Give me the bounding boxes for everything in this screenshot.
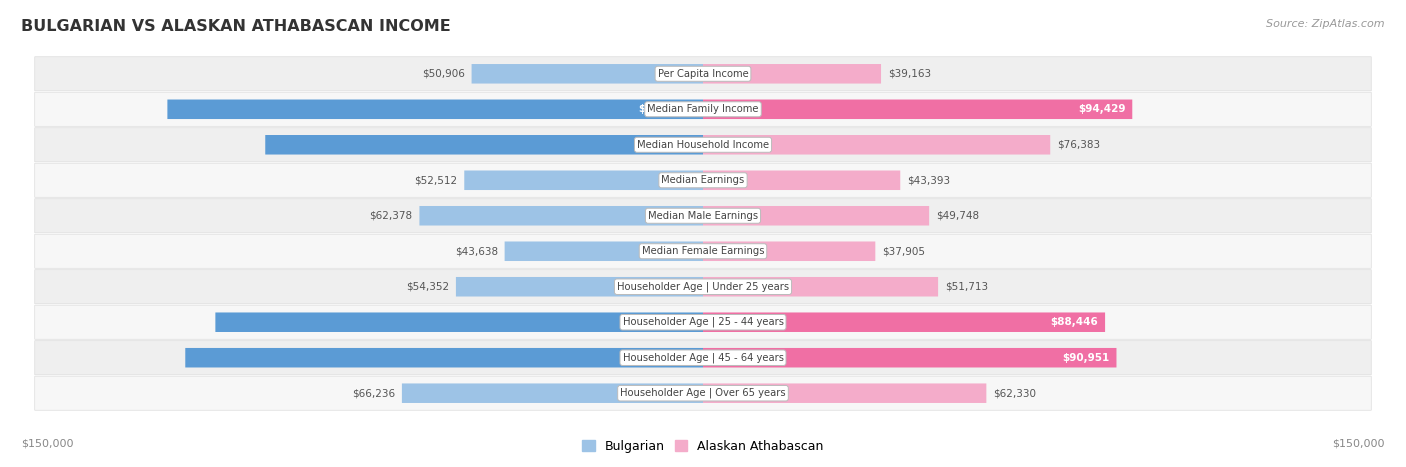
Text: $66,236: $66,236 — [352, 388, 395, 398]
FancyBboxPatch shape — [471, 64, 703, 84]
Text: $52,512: $52,512 — [415, 175, 457, 185]
Text: $50,906: $50,906 — [422, 69, 465, 79]
Text: Per Capita Income: Per Capita Income — [658, 69, 748, 79]
FancyBboxPatch shape — [35, 270, 1371, 304]
FancyBboxPatch shape — [186, 348, 703, 368]
FancyBboxPatch shape — [35, 341, 1371, 375]
FancyBboxPatch shape — [35, 163, 1371, 197]
Text: $90,951: $90,951 — [1063, 353, 1109, 363]
FancyBboxPatch shape — [703, 348, 1116, 368]
Text: Median Male Earnings: Median Male Earnings — [648, 211, 758, 221]
FancyBboxPatch shape — [35, 234, 1371, 268]
FancyBboxPatch shape — [167, 99, 703, 119]
Text: $54,352: $54,352 — [406, 282, 449, 292]
Text: $37,905: $37,905 — [882, 246, 925, 256]
FancyBboxPatch shape — [703, 99, 1132, 119]
FancyBboxPatch shape — [35, 305, 1371, 339]
FancyBboxPatch shape — [703, 64, 882, 84]
Text: $107,264: $107,264 — [644, 317, 699, 327]
Text: $62,378: $62,378 — [370, 211, 412, 221]
FancyBboxPatch shape — [35, 57, 1371, 91]
FancyBboxPatch shape — [703, 312, 1105, 332]
FancyBboxPatch shape — [35, 128, 1371, 162]
Text: $76,383: $76,383 — [1057, 140, 1099, 150]
Text: $117,818: $117,818 — [638, 104, 693, 114]
Text: $43,638: $43,638 — [454, 246, 498, 256]
FancyBboxPatch shape — [456, 277, 703, 297]
Text: $62,330: $62,330 — [993, 388, 1036, 398]
Text: $39,163: $39,163 — [887, 69, 931, 79]
Text: $49,748: $49,748 — [936, 211, 979, 221]
FancyBboxPatch shape — [35, 199, 1371, 233]
Text: $150,000: $150,000 — [21, 439, 73, 448]
FancyBboxPatch shape — [402, 383, 703, 403]
FancyBboxPatch shape — [703, 206, 929, 226]
FancyBboxPatch shape — [419, 206, 703, 226]
FancyBboxPatch shape — [266, 135, 703, 155]
Text: $96,290: $96,290 — [651, 140, 697, 150]
Text: Householder Age | 45 - 64 years: Householder Age | 45 - 64 years — [623, 353, 783, 363]
Text: Median Earnings: Median Earnings — [661, 175, 745, 185]
Text: Source: ZipAtlas.com: Source: ZipAtlas.com — [1267, 19, 1385, 28]
Text: Householder Age | 25 - 44 years: Householder Age | 25 - 44 years — [623, 317, 783, 327]
Text: Median Household Income: Median Household Income — [637, 140, 769, 150]
Text: Householder Age | Over 65 years: Householder Age | Over 65 years — [620, 388, 786, 398]
FancyBboxPatch shape — [35, 92, 1371, 126]
Text: Median Female Earnings: Median Female Earnings — [641, 246, 765, 256]
Text: BULGARIAN VS ALASKAN ATHABASCAN INCOME: BULGARIAN VS ALASKAN ATHABASCAN INCOME — [21, 19, 451, 34]
Text: $51,713: $51,713 — [945, 282, 988, 292]
FancyBboxPatch shape — [703, 135, 1050, 155]
FancyBboxPatch shape — [215, 312, 703, 332]
FancyBboxPatch shape — [35, 376, 1371, 410]
FancyBboxPatch shape — [703, 277, 938, 297]
Text: $150,000: $150,000 — [1333, 439, 1385, 448]
Legend: Bulgarian, Alaskan Athabascan: Bulgarian, Alaskan Athabascan — [578, 435, 828, 458]
FancyBboxPatch shape — [703, 170, 900, 190]
Text: $94,429: $94,429 — [1078, 104, 1125, 114]
FancyBboxPatch shape — [703, 383, 987, 403]
Text: $88,446: $88,446 — [1050, 317, 1098, 327]
FancyBboxPatch shape — [703, 241, 876, 261]
Text: Median Family Income: Median Family Income — [647, 104, 759, 114]
FancyBboxPatch shape — [505, 241, 703, 261]
Text: $43,393: $43,393 — [907, 175, 950, 185]
Text: Householder Age | Under 25 years: Householder Age | Under 25 years — [617, 282, 789, 292]
Text: $113,883: $113,883 — [641, 353, 696, 363]
FancyBboxPatch shape — [464, 170, 703, 190]
